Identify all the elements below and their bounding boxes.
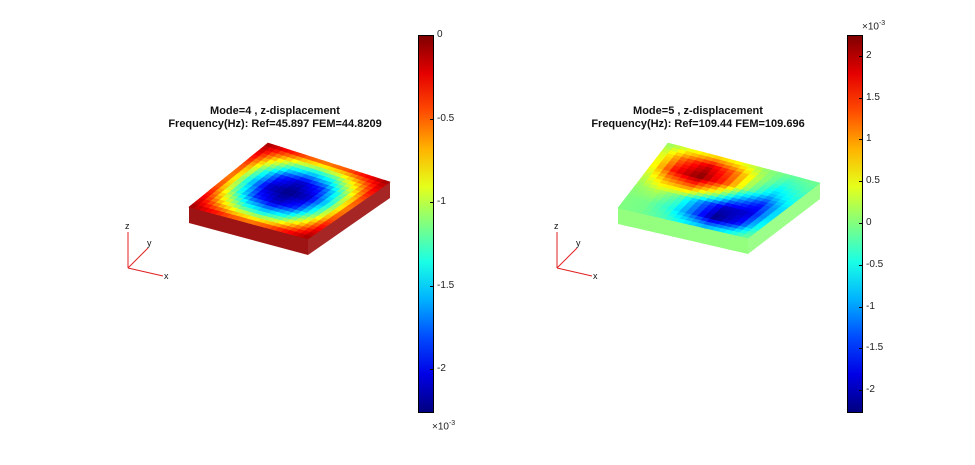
plot2-colorbar-tick-mark bbox=[859, 390, 862, 392]
plot2-exponent-power: -3 bbox=[878, 20, 886, 27]
plot1-colorbar-tick-mark bbox=[430, 118, 433, 120]
triad-label-x: x bbox=[593, 271, 598, 281]
plot1-colorbar-tick-label: -1 bbox=[437, 196, 446, 208]
plot2-colorbar-tick-label: 0 bbox=[866, 217, 872, 228]
plot1-colorbar-tick-label: 0 bbox=[437, 29, 443, 40]
plot1-axis-triad: x y z bbox=[125, 221, 169, 281]
plot2-title-line2: Frequency(Hz): Ref=109.44 FEM=109.696 bbox=[591, 118, 805, 130]
plot2-colorbar-tick-mark bbox=[859, 139, 862, 141]
plot1-surface-cell bbox=[301, 234, 313, 240]
plot2-colorbar-tick-mark bbox=[859, 264, 862, 266]
plot1-colorbar-tick-label: -0.5 bbox=[437, 112, 455, 124]
plot1-exponent-base: ×10 bbox=[432, 421, 449, 433]
plot2-colorbar-tick-label: 1 bbox=[866, 133, 872, 145]
plot2-colorbar-tick-label: 1.5 bbox=[866, 91, 880, 103]
triad-label-x: x bbox=[164, 271, 169, 281]
plot1-title-line2: Frequency(Hz): Ref=45.897 FEM=44.8209 bbox=[168, 118, 382, 130]
plot2-colorbar-exponent: ×10-3 bbox=[862, 20, 885, 32]
triad-label-z: z bbox=[125, 221, 130, 231]
plot2-colorbar-tick-mark bbox=[859, 348, 862, 350]
plot2-colorbar-tick-mark bbox=[859, 181, 862, 183]
plot2-colorbar-tick-label: -0.5 bbox=[866, 258, 884, 270]
plot2-colorbar-tick-label: -1 bbox=[866, 300, 875, 312]
plot2-colorbar-tick-mark bbox=[859, 55, 862, 57]
plot1-colorbar-tick-label: -2 bbox=[437, 363, 446, 375]
triad-label-y: y bbox=[147, 238, 152, 248]
plot2-axis-triad: x y z bbox=[554, 221, 598, 281]
plot1-colorbar-exponent: ×10-3 bbox=[432, 420, 455, 432]
plot2-title: Mode=5 , z-displacement Frequency(Hz): R… bbox=[583, 105, 813, 131]
plot1-title: Mode=4 , z-displacement Frequency(Hz): R… bbox=[160, 105, 390, 131]
triad-x-axis bbox=[127, 267, 164, 277]
plot2-side-front bbox=[618, 208, 748, 254]
plot1-side-right bbox=[308, 182, 390, 255]
triad-x-axis bbox=[556, 267, 593, 277]
plot2-colorbar-tick-mark bbox=[859, 97, 862, 99]
plot2-exponent-base: ×10 bbox=[862, 21, 879, 33]
plot2-colorbar-tick-label: -2 bbox=[866, 384, 875, 396]
plot2-colorbar-tick-label: 0.5 bbox=[866, 175, 880, 187]
triad-label-y: y bbox=[576, 238, 581, 248]
plot2-title-line1: Mode=5 , z-displacement bbox=[633, 105, 763, 117]
plot2-colorbar-tick-label: -1.5 bbox=[866, 342, 884, 354]
triad-label-z: z bbox=[554, 221, 559, 231]
plot1-side-front bbox=[189, 207, 308, 255]
plot2-colorbar-tick-label: 2 bbox=[866, 49, 872, 61]
plot1-colorbar-tick-mark bbox=[430, 35, 433, 36]
plot2-surface bbox=[617, 142, 821, 254]
plot1-colorbar-tick-mark bbox=[430, 202, 433, 204]
plot1-exponent-power: -3 bbox=[448, 420, 456, 427]
plot1-colorbar-tick-mark bbox=[430, 369, 433, 371]
plot1-surface bbox=[188, 142, 391, 255]
plot2-colorbar-tick-mark bbox=[859, 306, 862, 308]
triad-y-axis bbox=[556, 247, 578, 269]
plot1-colorbar-tick-mark bbox=[430, 285, 433, 287]
plot2-side-right bbox=[748, 183, 820, 254]
plot2-surface-cell bbox=[741, 233, 752, 239]
plot1-colorbar bbox=[418, 35, 434, 413]
plot1-title-line1: Mode=4 , z-displacement bbox=[210, 105, 340, 117]
plot2-colorbar bbox=[847, 35, 863, 413]
plot1-colorbar-tick-label: -1.5 bbox=[437, 279, 455, 291]
plot2-colorbar-tick-mark bbox=[859, 223, 862, 224]
triad-y-axis bbox=[127, 247, 149, 269]
